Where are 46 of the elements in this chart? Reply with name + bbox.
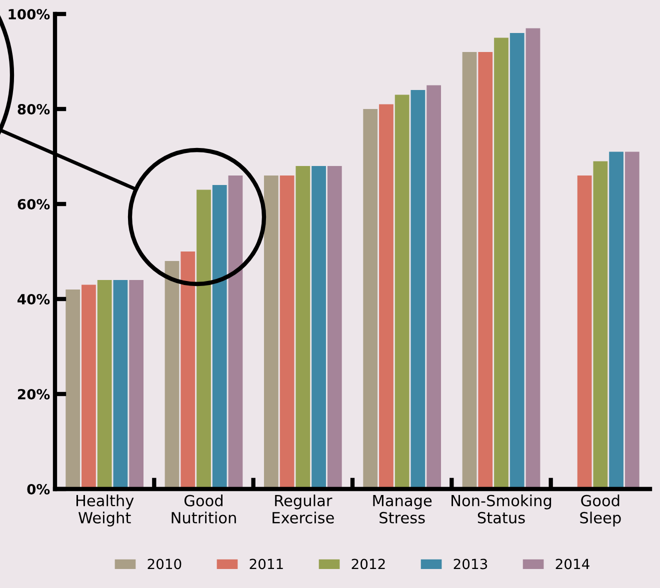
- x-tick-label: Good Nutrition: [172, 494, 236, 524]
- y-tick-label: 20%: [18, 388, 50, 400]
- legend-label: 2010: [148, 558, 182, 570]
- bar: [327, 166, 342, 489]
- bar: [363, 109, 378, 489]
- bar: [478, 52, 493, 489]
- bar: [510, 33, 524, 489]
- y-tick-label: 80%: [18, 104, 50, 114]
- bar: [66, 290, 80, 489]
- bar: [280, 176, 294, 489]
- bar: [212, 185, 227, 489]
- legend-label: 2011: [250, 558, 283, 570]
- y-tick-label: 0%: [27, 484, 50, 494]
- y-tick-label: 60%: [18, 198, 50, 210]
- x-tick-label: Manage Stress: [373, 495, 432, 524]
- bar: [494, 38, 508, 489]
- x-tick-label: Healthy Weight: [76, 494, 134, 526]
- y-tick-label: 100%: [8, 8, 50, 20]
- legend-label: 2013: [454, 558, 488, 570]
- bar: [82, 284, 96, 489]
- bar: [410, 90, 426, 489]
- bar: [264, 176, 278, 489]
- bar: [593, 161, 608, 489]
- bar: [379, 104, 394, 489]
- bar: [97, 280, 112, 489]
- bar: [180, 252, 196, 489]
- x-tick-label: Regular Exercise: [272, 494, 334, 524]
- bar: [426, 85, 442, 489]
- bar: [609, 152, 624, 489]
- bar: [577, 176, 592, 489]
- bar: [462, 52, 477, 489]
- bar: [129, 280, 144, 489]
- legend-label: 2014: [556, 558, 590, 570]
- bar: [394, 94, 410, 489]
- bar: [196, 190, 211, 489]
- x-tick-label: Non-Smoking Status: [452, 494, 552, 524]
- bar: [228, 176, 243, 489]
- bar: [526, 28, 540, 489]
- bar: [296, 166, 310, 489]
- bar: [164, 261, 180, 489]
- x-tick-label: Good Sleep: [580, 494, 621, 526]
- bar: [312, 166, 326, 489]
- legend-label: 2012: [352, 558, 385, 570]
- bar: [113, 280, 128, 489]
- bar: [624, 152, 640, 489]
- y-tick-label: 40%: [18, 294, 50, 304]
